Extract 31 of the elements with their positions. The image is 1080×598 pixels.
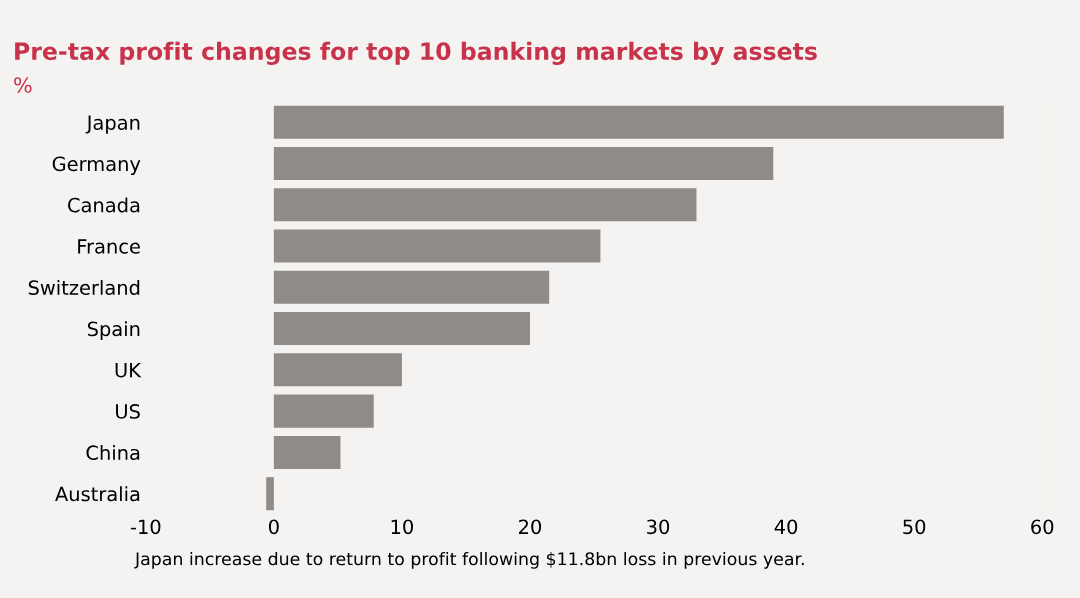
bar <box>273 312 530 346</box>
x-tick-label: -10 <box>130 519 161 535</box>
x-tick-label: 60 <box>1031 519 1054 535</box>
y-tick-label: Spain <box>87 321 140 341</box>
bar <box>273 229 601 263</box>
chart-subtitle: % <box>14 77 32 93</box>
y-tick-label: Australia <box>55 486 140 502</box>
y-tick-label: Germany <box>52 156 141 175</box>
x-tick-label: 20 <box>519 519 542 535</box>
chart-title: Pre-tax profit changes for top 10 banking markets by assets <box>15 41 817 65</box>
x-tick-label: 10 <box>391 519 413 535</box>
y-tick-label: UK <box>115 363 142 378</box>
bar <box>266 477 274 511</box>
text: Japan increase due to return to profit following $11.8bn loss in previous year. <box>134 551 804 569</box>
bar <box>273 353 402 387</box>
x-tick-label: 30 <box>647 519 670 535</box>
y-tick-label: Canada <box>68 197 140 213</box>
bar <box>273 270 550 304</box>
bar <box>273 394 374 428</box>
y-tick-label: US <box>116 404 140 419</box>
y-tick-label: Switzerland <box>28 279 140 295</box>
y-tick-label: China <box>86 445 140 461</box>
bar <box>273 435 341 469</box>
x-tick-label: 0 <box>268 519 279 535</box>
x-tick-label: 50 <box>903 519 926 535</box>
bar <box>273 147 774 181</box>
y-tick-label: Japan <box>85 115 140 134</box>
bar <box>273 188 697 222</box>
bar <box>273 105 1004 139</box>
x-tick-label: 40 <box>774 519 798 535</box>
y-tick-label: France <box>78 239 140 254</box>
